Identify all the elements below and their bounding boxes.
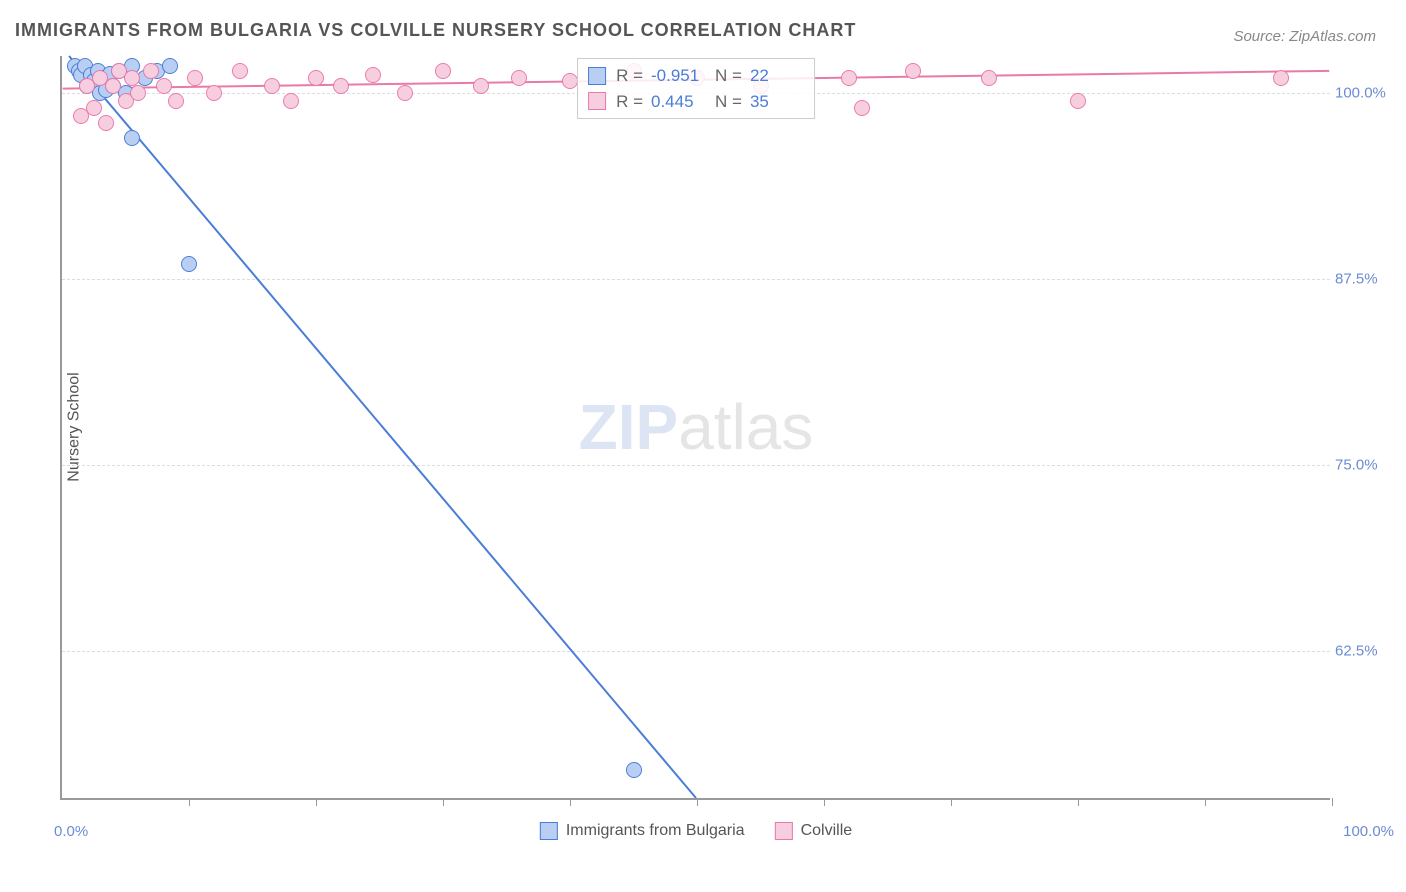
n-value-2: 35 [750,89,804,115]
data-point [206,85,222,101]
grid-line [62,465,1330,466]
data-point [130,85,146,101]
x-tick [1078,798,1079,806]
data-point [905,63,921,79]
data-point [365,67,381,83]
data-point [143,63,159,79]
series-2-name: Colville [801,822,853,840]
r-label: R = [616,63,643,89]
grid-line [62,651,1330,652]
n-value-1: 22 [750,63,804,89]
legend-stats: R = -0.951 N = 22 R = 0.445 N = 35 [577,58,815,119]
data-point [156,78,172,94]
data-point [435,63,451,79]
data-point [162,58,178,74]
series-1-name: Immigrants from Bulgaria [566,822,745,840]
r-value-2: 0.445 [651,89,705,115]
data-point [626,762,642,778]
data-point [232,63,248,79]
x-tick [951,798,952,806]
data-point [1070,93,1086,109]
data-point [98,115,114,131]
data-point [181,256,197,272]
data-point [397,85,413,101]
legend-swatch-icon [588,92,606,110]
trend-line [69,56,696,798]
data-point [1273,70,1289,86]
r-value-1: -0.951 [651,63,705,89]
plot-area: Nursery School ZIPatlas 62.5%75.0%87.5%1… [60,56,1330,800]
legend-stats-row-2: R = 0.445 N = 35 [588,89,804,115]
n-label: N = [715,63,742,89]
legend-series-item-2: Colville [775,822,853,840]
trend-lines-layer [62,56,1330,798]
data-point [308,70,324,86]
x-tick [697,798,698,806]
x-max-label: 100.0% [1343,823,1394,840]
data-point [283,93,299,109]
y-tick-label: 100.0% [1335,85,1390,102]
grid-line [62,279,1330,280]
data-point [333,78,349,94]
source-text: Source: ZipAtlas.com [1233,28,1376,45]
data-point [105,78,121,94]
data-point [264,78,280,94]
watermark-part-b: atlas [678,391,813,463]
data-point [562,73,578,89]
x-tick [443,798,444,806]
y-tick-label: 75.0% [1335,457,1390,474]
x-min-label: 0.0% [54,823,88,840]
data-point [511,70,527,86]
x-tick [570,798,571,806]
y-tick-label: 87.5% [1335,271,1390,288]
data-point [124,130,140,146]
data-point [854,100,870,116]
legend-series-item-1: Immigrants from Bulgaria [540,822,745,840]
chart-title: IMMIGRANTS FROM BULGARIA VS COLVILLE NUR… [15,20,856,41]
data-point [168,93,184,109]
x-tick [824,798,825,806]
data-point [981,70,997,86]
watermark-part-a: ZIP [579,391,679,463]
data-point [841,70,857,86]
data-point [187,70,203,86]
chart-wrapper: IMMIGRANTS FROM BULGARIA VS COLVILLE NUR… [0,0,1406,892]
y-tick-label: 62.5% [1335,643,1390,660]
legend-swatch-icon [775,822,793,840]
x-tick [1332,798,1333,806]
r-label: R = [616,89,643,115]
legend-series: Immigrants from Bulgaria Colville [540,822,852,840]
x-tick [1205,798,1206,806]
x-tick [316,798,317,806]
x-tick [189,798,190,806]
n-label: N = [715,89,742,115]
data-point [473,78,489,94]
legend-stats-row-1: R = -0.951 N = 22 [588,63,804,89]
legend-swatch-icon [588,67,606,85]
watermark: ZIPatlas [579,390,814,464]
data-point [124,70,140,86]
legend-swatch-icon [540,822,558,840]
data-point [86,100,102,116]
